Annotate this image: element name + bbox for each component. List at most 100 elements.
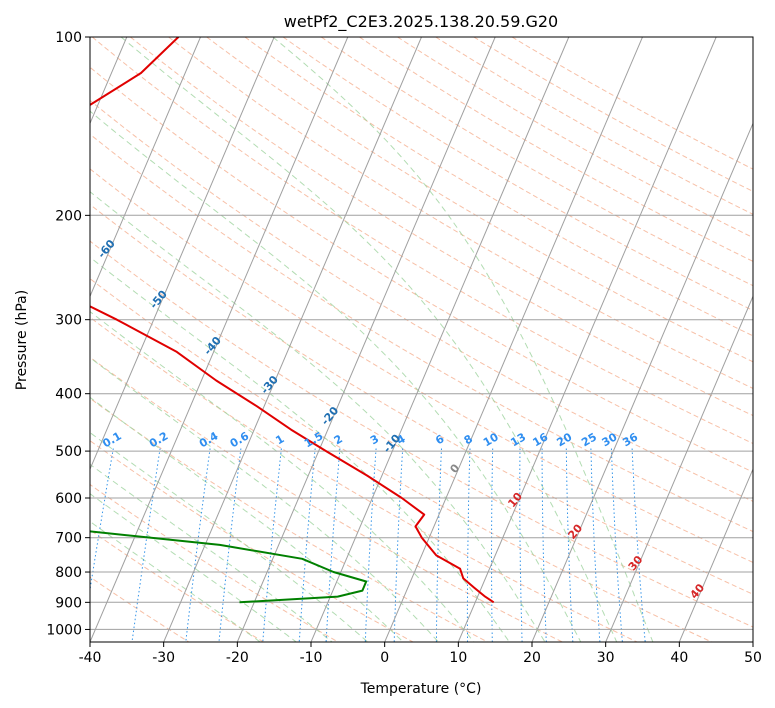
mixing-ratio-label: 20 [555,430,575,449]
mixing-ratio-label: 0.2 [147,429,170,450]
y-tick-label: 1000 [46,622,82,638]
mixing-ratio-label: 1.5 [302,429,325,450]
y-tick-label: 300 [55,313,82,329]
dry-adiabat [244,37,753,337]
x-tick-label: 50 [744,650,762,666]
mixing-ratio-label: 13 [508,430,528,449]
isotherm-label: -30 [258,373,281,397]
dry-adiabat [511,37,753,170]
temperature-line [90,37,495,604]
isotherm [236,37,496,642]
mixing-ratio-label: 0.4 [197,429,221,450]
mixing-ratio-line [90,448,114,593]
dry-adiabat [130,37,753,417]
isotherm [163,37,422,642]
dry-adiabat [90,168,753,563]
mixing-ratio-line [131,448,161,642]
isotherm [384,37,643,642]
mixing-ratio-line [325,448,341,642]
mixing-ratio-label: 10 [481,430,501,449]
mixing-ratio-line [541,448,547,642]
dry-adiabat [282,37,753,312]
isotherm [310,37,570,642]
y-tick-label: 800 [55,565,82,581]
isotherm [605,295,753,642]
mixing-ratio-label: 25 [579,430,599,449]
isotherm [90,37,349,642]
mixing-ratio-line [565,448,574,642]
isotherm-label: -60 [95,237,118,261]
x-tick-label: 30 [597,650,615,666]
x-tick-label: -40 [79,650,102,666]
mixing-ratio-label: 0.6 [228,429,252,450]
mixing-ratio-label: 3 [368,432,381,447]
dry-adiabat [90,66,753,473]
moist-adiabat [90,256,511,642]
dry-adiabat [168,37,753,389]
y-tick-label: 400 [55,387,82,403]
dry-adiabat [90,133,753,533]
dry-adiabat [90,278,712,642]
mixing-ratio-line [590,448,601,642]
x-tick-label: -10 [300,650,323,666]
isotherm-label: -80 [0,144,11,168]
mixing-ratio-line [298,448,316,642]
isotherm [678,467,753,642]
dry-adiabat [320,37,753,287]
y-tick-label: 600 [55,491,82,507]
chart-title: wetPf2_C2E3.2025.138.20.59.G20 [284,12,558,32]
dry-adiabat [90,397,488,642]
mixing-ratio-line [185,448,211,642]
isotherm [457,37,717,642]
mixing-ratio-line [262,448,282,642]
dry-adiabat [90,529,264,642]
data-lines-layer [90,37,495,604]
mixing-ratio-line [519,448,523,642]
isotherm-label: -50 [147,288,170,312]
line-labels-layer: 0.10.20.40.611.52346810131620253036-100-… [0,144,707,601]
dry-adiabat [91,37,753,445]
x-tick-label: 0 [380,650,389,666]
moist-adiabat [90,396,404,642]
plot-frame [89,36,754,643]
x-tick-label: 40 [670,650,688,666]
x-tick-label: 20 [523,650,541,666]
dewpoint-line [90,530,368,604]
dry-adiabat [90,483,339,642]
moist-adiabat [90,310,475,642]
mixing-ratio-label: 0.1 [100,429,123,450]
y-tick-label: 900 [55,595,82,611]
isotherm [90,37,275,471]
moist-adiabat [120,37,618,642]
mixing-ratio-label: 36 [620,430,640,449]
mixing-ratio-line [393,448,404,642]
dry-adiabat [90,316,638,642]
y-axis-label: Pressure (hPa) [14,290,30,390]
moist-adiabat [90,493,298,642]
y-tick-label: 100 [55,30,82,46]
mixing-ratio-label: 1 [273,432,286,447]
moist-adiabat [272,37,654,642]
x-tick-label: -30 [152,650,175,666]
dry-adiabat [90,203,753,595]
dry-adiabat [473,37,753,193]
mixing-ratio-line [466,448,471,642]
dry-adiabat [397,37,753,239]
grid-layer [90,37,753,642]
axes-layer: -40 -30 -20 -10 0 10 20 30 40 5010020030040050060… [46,30,762,666]
moist-adiabat [90,356,440,642]
mixing-ratio-label: 6 [433,432,446,447]
dry-adiabat [90,240,753,628]
moist-adiabat [90,431,369,642]
dry-adiabat [206,37,753,363]
dry-adiabat [435,37,753,215]
isotherm-label: -40 [201,334,224,358]
isotherm [90,37,201,298]
y-tick-label: 500 [55,444,82,460]
dry-adiabat [359,37,753,262]
x-tick-label: 10 [449,650,467,666]
isotherm [531,122,753,642]
mixing-ratio-line [435,448,442,642]
x-axis-label: Temperature (°C) [360,681,482,697]
